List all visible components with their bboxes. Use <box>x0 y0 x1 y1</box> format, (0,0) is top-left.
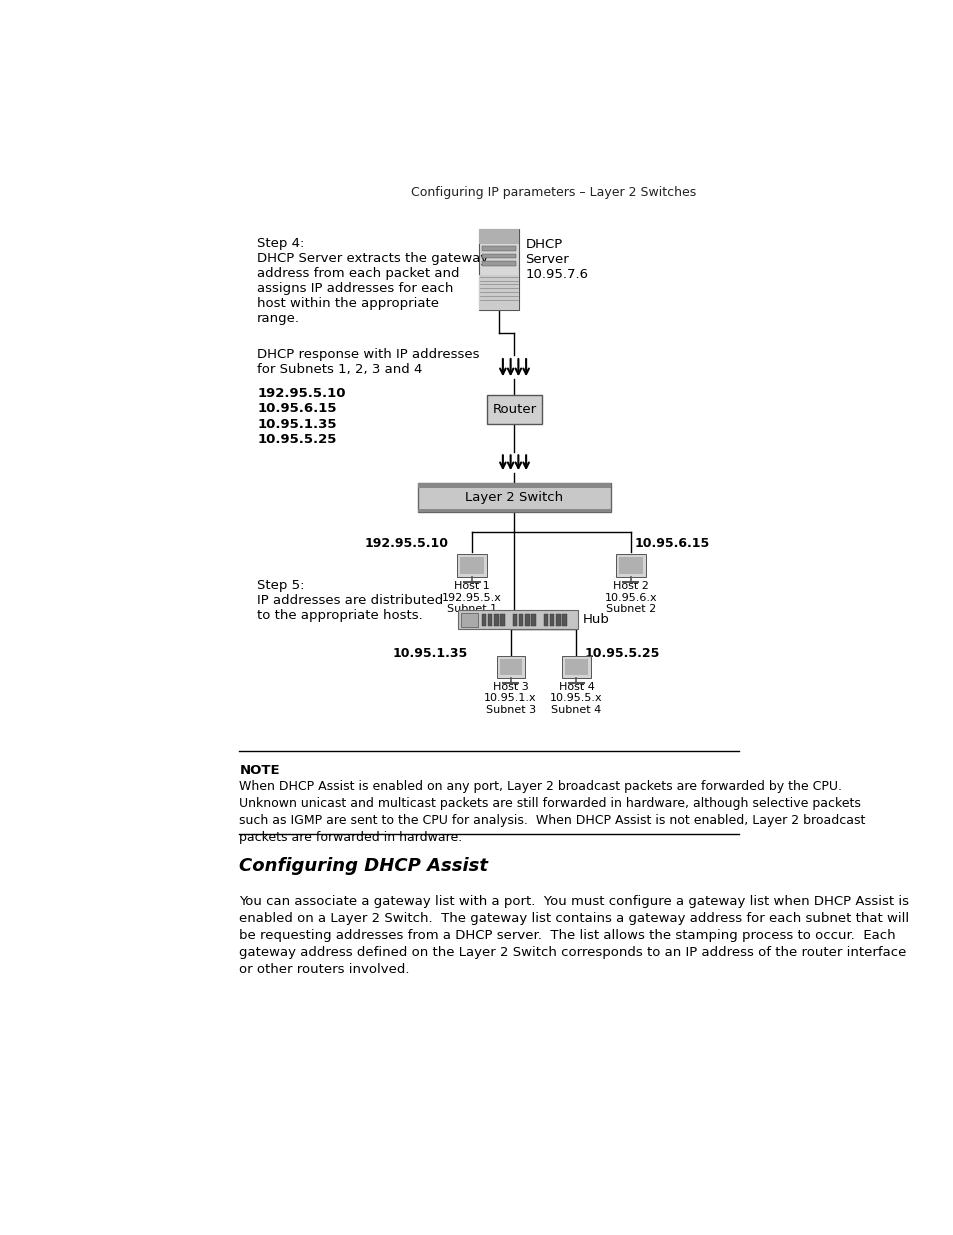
Bar <box>524 614 529 626</box>
Bar <box>494 614 498 626</box>
Text: 10.95.6.15: 10.95.6.15 <box>634 537 709 550</box>
Bar <box>496 656 524 678</box>
Bar <box>499 659 521 676</box>
Bar <box>417 483 611 513</box>
Bar <box>417 483 611 488</box>
Text: Step 5:
IP addresses are distributed
to the appropriate hosts.: Step 5: IP addresses are distributed to … <box>257 579 443 622</box>
Text: You can associate a gateway list with a port.  You must configure a gateway list: You can associate a gateway list with a … <box>239 895 908 976</box>
Text: Step 4:
DHCP Server extracts the gateway
address from each packet and
assigns IP: Step 4: DHCP Server extracts the gateway… <box>257 237 488 325</box>
Bar <box>512 614 517 626</box>
Bar <box>561 614 566 626</box>
Bar <box>459 557 483 574</box>
Text: Layer 2 Switch: Layer 2 Switch <box>465 492 563 504</box>
Bar <box>481 246 516 251</box>
Bar <box>456 555 486 577</box>
Text: Host 4
10.95.5.x
Subnet 4: Host 4 10.95.5.x Subnet 4 <box>550 682 602 715</box>
Text: Host 3
10.95.1.x
Subnet 3: Host 3 10.95.1.x Subnet 3 <box>484 682 537 715</box>
Text: NOTE: NOTE <box>239 764 280 777</box>
Bar <box>460 613 477 627</box>
Bar <box>499 614 504 626</box>
Bar <box>543 614 548 626</box>
Text: DHCP response with IP addresses
for Subnets 1, 2, 3 and 4: DHCP response with IP addresses for Subn… <box>257 348 479 377</box>
Bar <box>478 228 518 310</box>
Bar <box>478 228 518 245</box>
Text: Configuring DHCP Assist: Configuring DHCP Assist <box>239 857 488 874</box>
Text: Host 1
192.95.5.x
Subnet 1: Host 1 192.95.5.x Subnet 1 <box>441 580 501 614</box>
Bar <box>556 614 560 626</box>
Bar <box>549 614 554 626</box>
Text: 10.95.1.35: 10.95.1.35 <box>257 417 336 431</box>
Text: 192.95.5.10: 192.95.5.10 <box>364 537 448 550</box>
Text: Router: Router <box>492 403 536 416</box>
Bar <box>565 659 587 676</box>
Text: 10.95.5.25: 10.95.5.25 <box>257 433 336 446</box>
Text: When DHCP Assist is enabled on any port, Layer 2 broadcast packets are forwarded: When DHCP Assist is enabled on any port,… <box>239 779 864 844</box>
Bar <box>457 610 578 630</box>
Bar <box>615 555 645 577</box>
Bar <box>562 656 590 678</box>
Bar <box>518 614 523 626</box>
Text: 10.95.5.25: 10.95.5.25 <box>583 647 659 661</box>
Text: Host 2
10.95.6.x
Subnet 2: Host 2 10.95.6.x Subnet 2 <box>604 580 657 614</box>
Text: Configuring IP parameters – Layer 2 Switches: Configuring IP parameters – Layer 2 Swit… <box>410 185 695 199</box>
Text: 10.95.6.15: 10.95.6.15 <box>257 403 336 415</box>
Text: 192.95.5.10: 192.95.5.10 <box>257 387 345 400</box>
Bar <box>481 614 486 626</box>
Text: DHCP
Server
10.95.7.6: DHCP Server 10.95.7.6 <box>525 238 588 282</box>
Bar <box>487 395 541 424</box>
Bar <box>618 557 642 574</box>
Bar <box>481 253 516 258</box>
Bar <box>417 509 611 513</box>
Bar <box>487 614 492 626</box>
Bar <box>478 275 518 310</box>
Bar <box>531 614 536 626</box>
Text: 10.95.1.35: 10.95.1.35 <box>393 647 468 661</box>
Bar <box>481 262 516 266</box>
Text: Hub: Hub <box>582 614 609 626</box>
